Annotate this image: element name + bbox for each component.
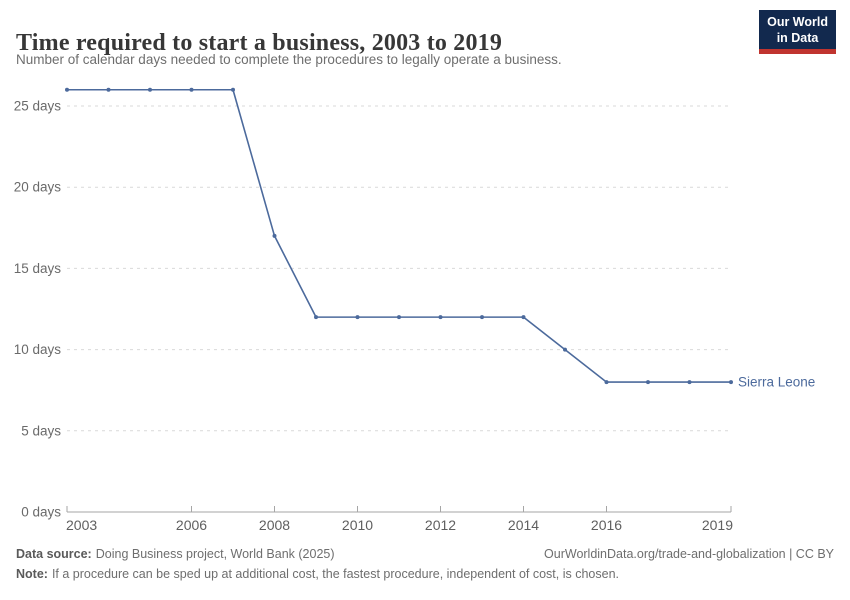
owid-logo-line1: Our World <box>767 15 828 29</box>
data-point[interactable] <box>231 87 235 92</box>
y-tick-label: 25 days <box>14 99 62 114</box>
series-label[interactable]: Sierra Leone <box>738 375 815 390</box>
owid-logo: Our World in Data <box>759 10 836 55</box>
y-tick-label: 10 days <box>14 342 62 357</box>
x-tick-label: 2019 <box>702 517 733 533</box>
data-line[interactable] <box>66 88 732 383</box>
chart-title: Time required to start a business, 2003 … <box>16 30 503 57</box>
y-tick-label: 5 days <box>21 423 61 438</box>
owid-logo-line2: in Data <box>776 30 819 45</box>
chart-subtitle: Number of calendar days needed to comple… <box>16 52 562 67</box>
x-tick-label: 2014 <box>508 517 539 533</box>
data-point[interactable] <box>148 87 152 92</box>
note-text: If a procedure can be sped up at additio… <box>51 567 619 581</box>
data-point[interactable] <box>729 380 733 385</box>
x-tick-label: 2012 <box>425 517 456 533</box>
x-tick-label: 2016 <box>591 517 622 533</box>
data-source-line: Data source: Doing Business project, Worl… <box>16 547 335 561</box>
y-tick-label: 0 days <box>21 505 61 520</box>
data-point[interactable] <box>189 87 194 92</box>
data-point[interactable] <box>355 315 360 320</box>
y-tick-label: 15 days <box>14 261 62 276</box>
data-point[interactable] <box>563 347 567 352</box>
data-point[interactable] <box>272 233 277 238</box>
x-tick-label: 2006 <box>176 517 207 533</box>
data-point[interactable] <box>646 380 650 385</box>
data-point[interactable] <box>521 315 526 320</box>
data-point[interactable] <box>65 87 69 92</box>
chart-footer: Data source: Doing Business project, Worl… <box>16 547 834 581</box>
y-tick-label: 20 days <box>14 180 62 195</box>
data-point[interactable] <box>314 315 318 320</box>
attribution-link[interactable]: OurWorldinData.org/trade-and-globalizati… <box>544 547 834 561</box>
data-point[interactable] <box>438 315 443 320</box>
x-tick-label: 2010 <box>342 517 373 533</box>
data-point[interactable] <box>687 380 692 385</box>
data-source-text: Doing Business project, World Bank (2025… <box>95 547 335 561</box>
data-point[interactable] <box>604 380 609 385</box>
data-point[interactable] <box>480 315 484 320</box>
data-point[interactable] <box>106 87 111 92</box>
x-tick-label: 2008 <box>259 517 290 533</box>
note-line: Note: If a procedure can be sped up at ad… <box>16 567 834 581</box>
data-point[interactable] <box>397 315 401 320</box>
note-label: Note: <box>16 567 48 581</box>
data-source-label: Data source: <box>16 547 92 561</box>
x-tick-label: 2003 <box>66 517 97 533</box>
